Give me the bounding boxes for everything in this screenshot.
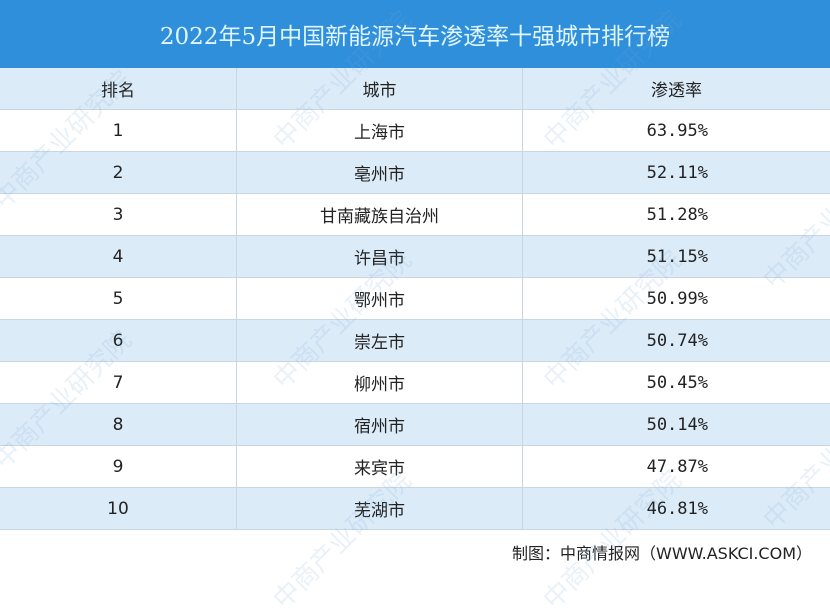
table-row: 8 宿州市 50.14% — [0, 404, 830, 446]
rank-cell: 2 — [0, 152, 237, 193]
rate-cell: 51.28% — [646, 204, 708, 225]
rank-cell: 3 — [0, 194, 237, 235]
city-cell: 甘南藏族自治州 — [237, 194, 523, 235]
table-row: 9 来宾市 47.87% — [0, 446, 830, 488]
rate-cell: 50.45% — [646, 372, 708, 393]
rate-cell: 52.11% — [646, 162, 708, 183]
ranking-table: 排名 城市 渗透率 1 上海市 63.95% 2 亳州市 52.11% 3 甘南藏族自治州 51… — [0, 68, 830, 530]
rank-cell: 7 — [0, 362, 237, 403]
city-cell: 许昌市 — [237, 236, 523, 277]
rank-cell: 8 — [0, 404, 237, 445]
city-cell: 上海市 — [237, 110, 523, 151]
rank-cell: 5 — [0, 278, 237, 319]
rate-cell: 50.14% — [646, 414, 708, 435]
table-header-row: 排名 城市 渗透率 — [0, 68, 830, 110]
city-cell: 芜湖市 — [237, 488, 523, 529]
column-header-city: 城市 — [237, 68, 523, 109]
city-cell: 亳州市 — [237, 152, 523, 193]
city-cell: 鄂州市 — [237, 278, 523, 319]
table-row: 4 许昌市 51.15% — [0, 236, 830, 278]
city-cell: 来宾市 — [237, 446, 523, 487]
source-credit: 制图：中商情报网（WWW.ASKCI.COM） — [512, 544, 812, 563]
table-row: 6 崇左市 50.74% — [0, 320, 830, 362]
rate-cell: 50.99% — [646, 288, 708, 309]
column-header-rate: 渗透率 — [651, 81, 702, 101]
table-row: 5 鄂州市 50.99% — [0, 278, 830, 320]
column-header-rank: 排名 — [0, 68, 237, 109]
city-cell: 柳州市 — [237, 362, 523, 403]
table-row: 2 亳州市 52.11% — [0, 152, 830, 194]
rate-cell: 50.74% — [646, 330, 708, 351]
rate-cell: 46.81% — [646, 498, 708, 519]
rate-cell: 47.87% — [646, 456, 708, 477]
rate-cell: 63.95% — [646, 120, 708, 141]
city-cell: 崇左市 — [237, 320, 523, 361]
table-row: 10 芜湖市 46.81% — [0, 488, 830, 530]
rank-cell: 9 — [0, 446, 237, 487]
table-row: 1 上海市 63.95% — [0, 110, 830, 152]
rate-cell: 51.15% — [646, 246, 708, 267]
rank-cell: 4 — [0, 236, 237, 277]
table-row: 3 甘南藏族自治州 51.28% — [0, 194, 830, 236]
table-row: 7 柳州市 50.45% — [0, 362, 830, 404]
table-title: 2022年5月中国新能源汽车渗透率十强城市排行榜 — [0, 0, 830, 68]
city-cell: 宿州市 — [237, 404, 523, 445]
rank-cell: 6 — [0, 320, 237, 361]
rank-cell: 1 — [0, 110, 237, 151]
rank-cell: 10 — [0, 488, 237, 529]
